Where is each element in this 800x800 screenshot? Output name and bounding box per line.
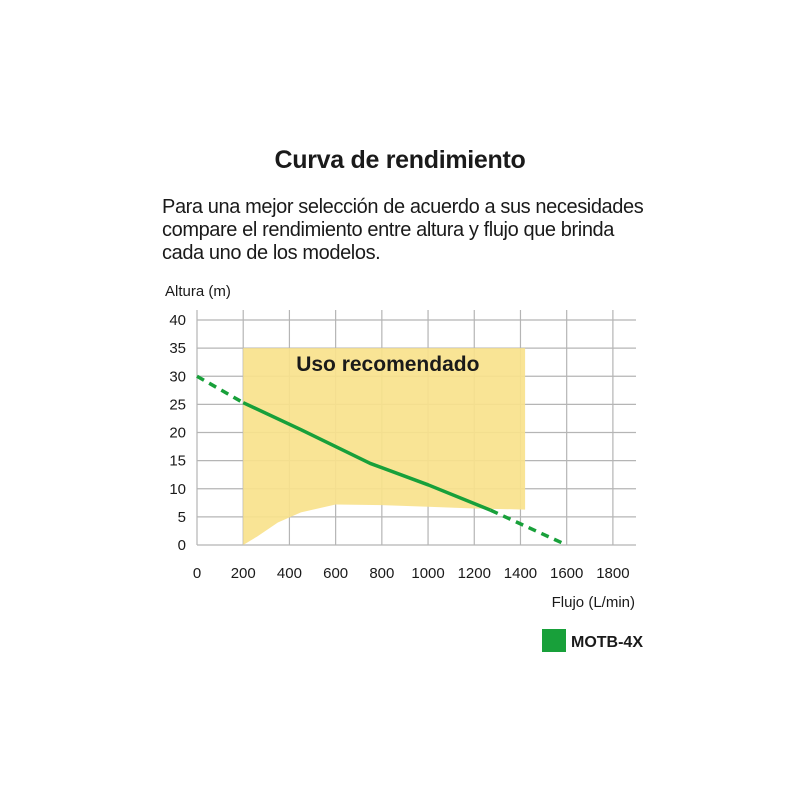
series-lines [196, 374, 568, 547]
recommended-region-area [243, 348, 526, 545]
description-line-3: cada uno de los modelos. [162, 242, 381, 264]
x-tick-label-1800: 1800 [596, 565, 629, 582]
legend-swatch [542, 629, 566, 652]
description-line-1: Para una mejor selección de acuerdo a su… [162, 196, 644, 218]
x-tick-label-800: 800 [369, 565, 394, 582]
y-tick-label-0: 0 [178, 537, 186, 554]
description-line-2: compare el rendimiento entre altura y fl… [162, 219, 615, 241]
y-tick-label-40: 40 [169, 312, 186, 329]
y-tick-label-25: 25 [169, 396, 186, 413]
y-tick-label-10: 10 [169, 481, 186, 498]
chart-description: Para una mejor selección de acuerdo a su… [162, 196, 662, 265]
y-tick-label-35: 35 [169, 340, 186, 357]
x-tick-label-0: 0 [193, 565, 201, 582]
y-tick-label-20: 20 [169, 425, 186, 442]
x-tick-label-1200: 1200 [458, 565, 491, 582]
tick-labels: 0 200 400 600 800 1000 1200 1400 1600 1800 0 5 10 15 2… [169, 312, 629, 582]
x-tick-label-1600: 1600 [550, 565, 583, 582]
recommended-region-label: Uso recomendado [296, 353, 479, 376]
x-tick-label-400: 400 [277, 565, 302, 582]
y-tick-label-30: 30 [169, 368, 186, 385]
legend: MOTB-4X [542, 629, 643, 652]
y-tick-label-5: 5 [178, 509, 186, 526]
x-axis-label: Flujo (L/min) [552, 594, 635, 611]
x-tick-label-1000: 1000 [411, 565, 444, 582]
series-dashed-extension-2 [489, 508, 568, 547]
series-dashed-extension-1 [196, 374, 245, 405]
x-tick-label-200: 200 [231, 565, 256, 582]
y-tick-label-15: 15 [169, 453, 186, 470]
recommended-region: Uso recomendado [243, 348, 526, 545]
legend-label: MOTB-4X [571, 634, 643, 651]
chart-title: Curva de rendimiento [274, 146, 526, 174]
series-line-motb-4x [242, 401, 492, 512]
y-axis-label: Altura (m) [165, 283, 231, 300]
x-tick-label-600: 600 [323, 565, 348, 582]
x-tick-label-1400: 1400 [504, 565, 537, 582]
